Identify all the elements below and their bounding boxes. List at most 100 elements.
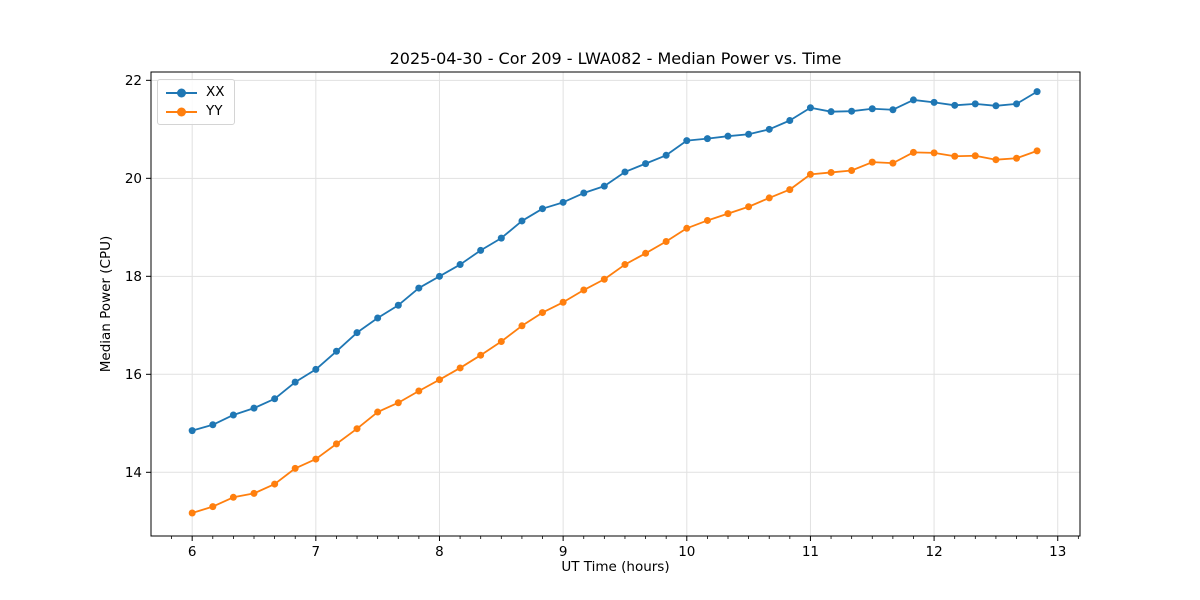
series-yy-marker: [394, 399, 402, 407]
series-xx-marker: [662, 151, 670, 159]
series-yy-marker: [848, 166, 856, 174]
series-yy-marker: [642, 249, 650, 257]
y-tick-label: 20: [125, 171, 142, 187]
series-yy-marker: [188, 509, 196, 517]
series-yy-marker: [951, 152, 959, 160]
series-yy-marker: [1013, 154, 1021, 162]
series-yy-marker: [827, 168, 835, 176]
series-xx-marker: [188, 427, 196, 435]
series-xx-marker: [621, 168, 629, 176]
series-xx-marker: [271, 395, 279, 403]
legend-label-xx: XX: [206, 84, 225, 100]
series-xx-marker: [477, 246, 485, 254]
series-xx-marker: [518, 217, 526, 225]
series-yy-marker: [992, 156, 1000, 164]
legend: XX YY: [157, 79, 235, 125]
series-xx-marker: [806, 104, 814, 112]
series-xx-marker: [930, 98, 938, 106]
series-yy-marker: [868, 158, 876, 166]
series-xx-marker: [209, 421, 217, 429]
series-yy-marker: [209, 503, 217, 511]
series-xx-marker: [559, 198, 567, 206]
series-yy-marker: [909, 148, 917, 156]
series-yy-marker: [250, 489, 258, 497]
x-tick-label: 7: [312, 544, 321, 560]
series-xx-marker: [703, 135, 711, 143]
series-xx-marker: [600, 182, 608, 190]
series-yy-marker: [786, 186, 794, 194]
x-tick-label: 10: [678, 544, 695, 560]
series-yy-marker: [930, 149, 938, 157]
legend-label-yy: YY: [206, 103, 223, 119]
series-yy-marker: [889, 159, 897, 167]
series-yy-marker: [621, 261, 629, 269]
series-xx-marker: [992, 102, 1000, 110]
y-tick-label: 14: [125, 465, 142, 481]
series-yy-marker: [538, 309, 546, 317]
series-yy-marker: [703, 216, 711, 224]
series-yy-marker: [765, 194, 773, 202]
series-xx-line: [191, 90, 1038, 432]
series-xx-marker: [1033, 88, 1041, 96]
x-tick-label: 12: [925, 544, 942, 560]
series-xx-marker: [642, 160, 650, 168]
series-yy-marker: [456, 364, 464, 372]
series-xx-marker: [786, 117, 794, 125]
series-yy-marker: [662, 238, 670, 246]
series-yy-marker: [683, 224, 691, 232]
series-yy-marker: [353, 425, 361, 433]
y-axis-label: Median Power (CPU): [98, 235, 114, 373]
series-yy-marker: [806, 170, 814, 178]
y-tick-label: 22: [125, 73, 142, 89]
series-xx-marker: [312, 365, 320, 373]
x-axis-label: UT Time (hours): [561, 559, 670, 575]
series-xx-marker: [229, 411, 237, 419]
series-yy-marker: [332, 440, 340, 448]
series-yy-marker: [497, 337, 505, 345]
series-yy-marker: [229, 493, 237, 501]
series-yy-marker: [600, 275, 608, 283]
series-yy-marker: [1033, 147, 1041, 155]
series-xx-marker: [332, 347, 340, 355]
series-xx-marker: [1013, 100, 1021, 108]
y-tick-label: 18: [125, 269, 142, 285]
legend-item-xx: XX: [165, 84, 225, 100]
legend-swatch-yy-icon: [166, 107, 197, 116]
series-xx-marker: [538, 205, 546, 213]
series-yy-marker: [477, 351, 485, 359]
series-xx-marker: [374, 314, 382, 322]
series-xx-marker: [827, 108, 835, 116]
series-yy-marker: [971, 152, 979, 160]
x-tick-label: 6: [188, 544, 197, 560]
series-xx-marker: [497, 234, 505, 242]
plot-area: [151, 72, 1080, 536]
series-xx-marker: [580, 189, 588, 197]
series-xx-marker: [683, 137, 691, 145]
legend-item-yy: YY: [165, 103, 225, 119]
series-yy-marker: [518, 322, 526, 330]
series-yy-marker: [312, 455, 320, 463]
series-xx-marker: [291, 378, 299, 386]
series-xx-marker: [435, 272, 443, 280]
series-xx-marker: [848, 107, 856, 115]
series-xx-marker: [951, 101, 959, 109]
series-xx-marker: [889, 106, 897, 114]
series-yy-line: [191, 149, 1038, 514]
series-xx-marker: [971, 100, 979, 108]
series-yy-marker: [745, 203, 753, 211]
series-xx-marker: [724, 132, 732, 140]
series-xx-marker: [394, 301, 402, 309]
series-yy-marker: [374, 408, 382, 416]
x-tick-label: 13: [1049, 544, 1066, 560]
series-xx-marker: [745, 130, 753, 138]
series-xx-marker: [250, 404, 258, 412]
x-tick-label: 9: [559, 544, 568, 560]
series-yy-marker: [271, 480, 279, 488]
legend-swatch-xx-icon: [166, 88, 197, 97]
series-xx-marker: [456, 261, 464, 269]
y-tick-label: 16: [125, 367, 142, 383]
series-xx-marker: [909, 96, 917, 104]
series-xx-marker: [415, 284, 423, 292]
